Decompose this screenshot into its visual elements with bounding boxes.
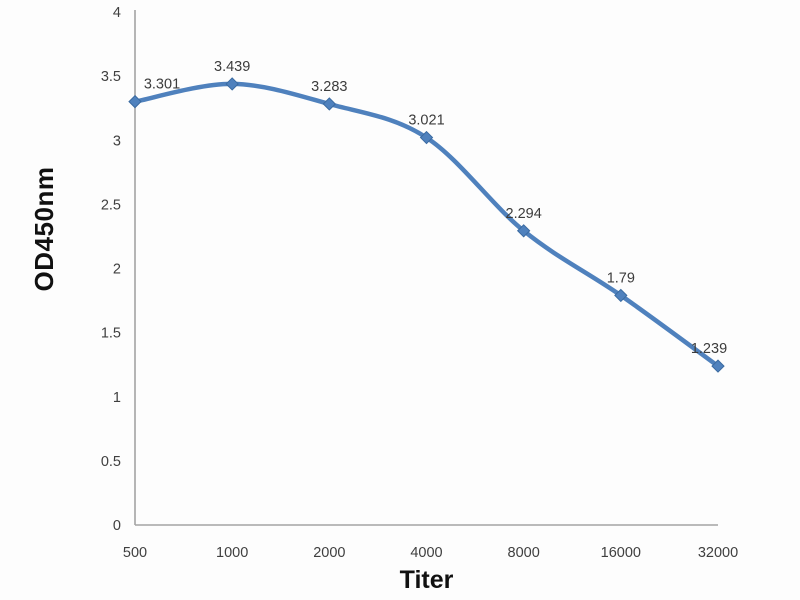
- data-point-markers-group: [128, 77, 725, 373]
- x-tick-label: 8000: [508, 545, 540, 561]
- data-label: 3.301: [144, 77, 180, 93]
- data-label: 3.283: [311, 79, 347, 95]
- data-label: 3.439: [214, 59, 250, 75]
- data-label: 1.79: [607, 270, 635, 286]
- x-tick-label: 4000: [410, 545, 442, 561]
- x-tick-label: 2000: [313, 545, 345, 561]
- data-point-marker: [225, 77, 239, 91]
- data-labels-group: 3.301 3.439 3.283 3.021 2.294 1.79 1.239: [144, 59, 727, 357]
- data-label: 3.021: [408, 113, 444, 129]
- y-tick-label: 0.5: [101, 454, 121, 470]
- y-tick-label: 2: [113, 262, 121, 278]
- x-axis-title: Titer: [399, 566, 454, 594]
- y-tick-label: 2.5: [101, 197, 121, 213]
- axes-group: [134, 10, 718, 526]
- y-axis-title-text: OD450nm: [28, 166, 59, 292]
- y-tick-label: 1.5: [101, 326, 121, 342]
- x-tick-label: 500: [123, 545, 147, 561]
- data-point-marker: [711, 359, 725, 373]
- y-tick-label: 4: [113, 5, 121, 21]
- data-point-marker: [614, 288, 628, 303]
- data-point-marker: [419, 130, 434, 145]
- y-tick-label: 3: [113, 133, 121, 149]
- data-point-marker: [322, 97, 337, 111]
- data-label: 2.294: [506, 206, 542, 222]
- x-tick-label: 32000: [698, 545, 738, 561]
- y-tick-label: 0: [113, 518, 121, 534]
- y-tick-label: 1: [113, 390, 121, 406]
- data-point-marker: [128, 94, 142, 109]
- x-tick-label: 1000: [216, 545, 248, 561]
- y-tick-label: 3.5: [101, 69, 121, 85]
- y-axis-tick-labels-group: 0 0.5 1 1.5 2 2.5 3 3.5 4: [101, 5, 121, 534]
- data-point-marker: [516, 224, 531, 238]
- x-tick-label: 16000: [601, 545, 641, 561]
- data-label: 1.239: [691, 341, 727, 357]
- x-axis-tick-labels-group: 500 1000 2000 4000 8000 16000 32000: [123, 545, 738, 561]
